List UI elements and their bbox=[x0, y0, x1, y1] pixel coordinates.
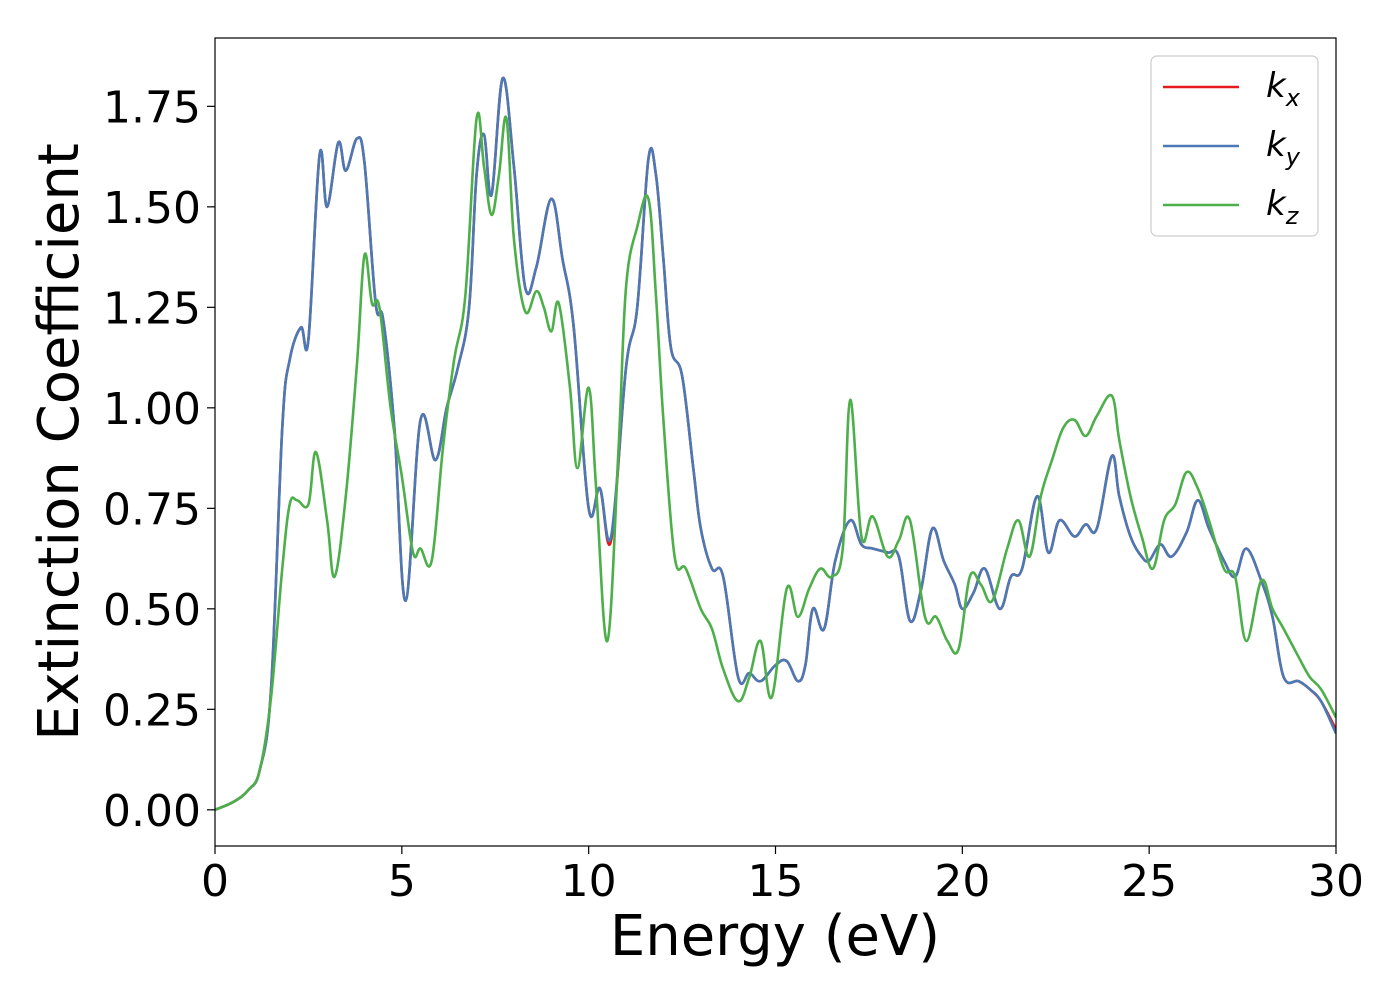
x-tick-label: 20 bbox=[934, 856, 990, 907]
y-tick-label: 0.75 bbox=[103, 484, 201, 535]
series-layer bbox=[215, 76, 1336, 812]
y-tick-label: 1.75 bbox=[103, 82, 201, 133]
x-axis-ticks: 0 5 10 15 20 25 30 bbox=[201, 846, 1364, 907]
series-line-kz bbox=[215, 111, 1336, 812]
x-tick-label: 30 bbox=[1308, 856, 1364, 907]
y-tick-label: 0.25 bbox=[103, 685, 201, 736]
x-tick-label: 0 bbox=[201, 856, 229, 907]
x-axis-label: Energy (eV) bbox=[610, 904, 940, 969]
x-tick-label: 15 bbox=[748, 856, 804, 907]
x-tick-label: 5 bbox=[388, 856, 416, 907]
y-tick-label: 1.25 bbox=[103, 283, 201, 334]
y-tick-label: 0.00 bbox=[103, 786, 201, 837]
x-tick-label: 10 bbox=[561, 856, 617, 907]
series-line-ky bbox=[215, 76, 1336, 812]
x-tick-label: 25 bbox=[1121, 856, 1177, 907]
y-tick-label: 1.50 bbox=[103, 183, 201, 234]
y-tick-label: 0.50 bbox=[103, 585, 201, 636]
y-tick-label: 1.00 bbox=[103, 384, 201, 435]
y-axis-ticks: 0.00 0.25 0.50 0.75 1.00 1.25 1.50 1.75 bbox=[103, 82, 215, 837]
y-axis-label: Extinction Coefficient bbox=[27, 143, 92, 741]
